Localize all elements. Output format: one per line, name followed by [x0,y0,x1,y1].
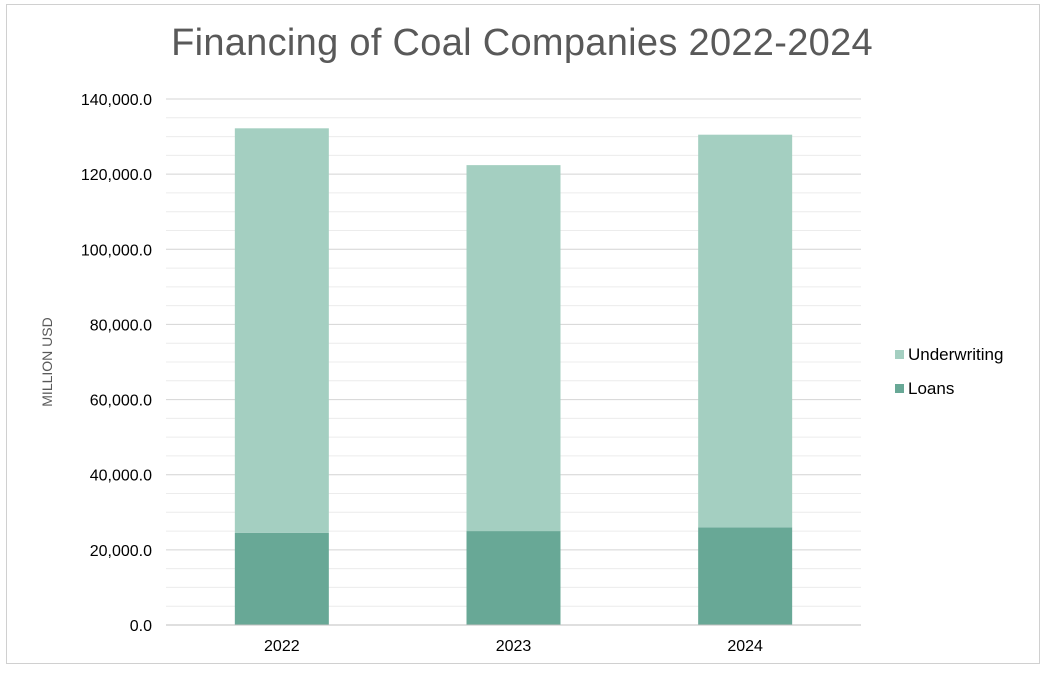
bar-underwriting-2024 [698,134,793,528]
y-axis-title: MILLION USD [39,317,55,406]
y-tick-label: 40,000.0 [90,468,152,485]
legend-label-loans: Loans [908,379,954,398]
x-tick-label: 2023 [496,638,532,655]
legend-swatch-underwriting [895,350,904,359]
axes: 0.0 20,000.0 40,000.0 60,000.0 80,000.0 100,0… [81,92,861,655]
y-tick-label: 120,000.0 [81,167,152,184]
legend-swatch-loans [895,384,904,393]
chart-title: Financing of Coal Companies 2022-2024 [171,22,873,64]
y-tick-label: 140,000.0 [81,92,152,109]
y-tick-label: 20,000.0 [90,543,152,560]
bar-loans-2023 [466,531,561,625]
bars [234,128,793,625]
bar-underwriting-2023 [466,165,561,532]
legend: Underwriting Loans [895,345,1003,398]
y-tick-label: 60,000.0 [90,393,152,410]
bar-loans-2022 [234,532,329,625]
x-tick-label: 2024 [727,638,763,655]
legend-label-underwriting: Underwriting [908,345,1003,364]
y-tick-label: 0.0 [130,618,152,635]
x-tick-label: 2022 [264,638,300,655]
y-tick-label: 80,000.0 [90,317,152,334]
y-tick-label: 100,000.0 [81,242,152,259]
bar-underwriting-2022 [234,128,329,533]
bar-loans-2024 [698,527,793,625]
